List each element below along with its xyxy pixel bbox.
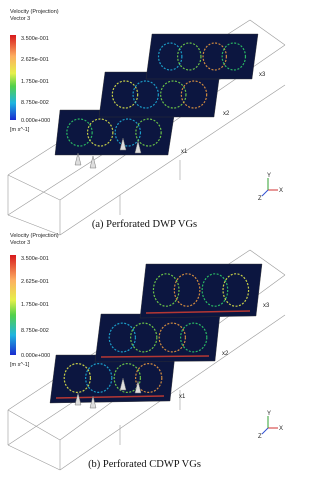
wireframe-edge <box>59 84 286 236</box>
vortex-generator <box>89 395 97 409</box>
vortex-pattern <box>85 363 113 394</box>
vortex-pattern <box>157 42 183 71</box>
wireframe-edge <box>249 19 286 46</box>
vortex-generator <box>74 152 82 166</box>
axis-label: Y <box>267 411 271 417</box>
wireframe-edge <box>7 444 61 471</box>
vortex-generator <box>134 380 142 394</box>
velocity-plane <box>94 313 221 363</box>
vortex-pattern <box>86 118 114 147</box>
vortex-pattern <box>111 80 139 109</box>
legend-title: Velocity (Projection) <box>10 233 59 239</box>
axis-label: Z <box>258 196 262 202</box>
plane-label: x2 <box>223 111 230 117</box>
vortex-pattern <box>152 273 180 307</box>
colorbar-tick-label: 8.750e-002 <box>21 328 49 334</box>
colorbar <box>10 35 16 120</box>
axis-label: X <box>279 188 283 194</box>
caption: (b) Perforated CDWP VGs <box>88 459 201 470</box>
vortex-generator <box>119 377 127 391</box>
vortex-pattern <box>177 42 202 71</box>
wireframe-edge <box>7 174 61 201</box>
vortex-generator <box>74 392 82 406</box>
wireframe-edge <box>249 249 286 276</box>
velocity-plane <box>145 33 259 80</box>
vortex-pattern <box>180 322 208 353</box>
vortex-pattern <box>180 80 208 109</box>
plane-label: x1 <box>181 149 188 155</box>
colorbar-tick-label: 8.750e-002 <box>21 100 49 106</box>
vortex-pattern <box>135 118 162 147</box>
vortex-pattern <box>222 273 250 307</box>
plane-label: x3 <box>263 303 270 309</box>
colorbar-unit: [m s^-1] <box>10 127 30 133</box>
axis-z <box>261 427 269 435</box>
caption: (a) Perforated DWP VGs <box>92 219 197 230</box>
vortex-pattern <box>173 273 201 307</box>
vortex-pattern <box>135 363 163 394</box>
vortex-pattern <box>132 80 159 109</box>
legend-subtitle: Vector 3 <box>10 240 30 246</box>
vortex-pattern <box>221 42 247 71</box>
colorbar-tick-label: 3.500e-001 <box>21 36 49 42</box>
colorbar-tick-label: 1.750e-001 <box>21 79 49 85</box>
vortex-pattern <box>63 363 91 394</box>
vortex-generator <box>89 155 97 169</box>
vortex-pattern <box>114 118 142 147</box>
high-velocity-band <box>145 310 251 314</box>
colorbar-tick-label: 0.000e+000 <box>21 353 50 359</box>
wireframe-edge <box>59 314 286 471</box>
vortex-pattern <box>113 363 141 394</box>
wireframe-edge <box>7 409 61 441</box>
plane-label: x3 <box>259 72 266 78</box>
colorbar-tick-label: 3.500e-001 <box>21 256 49 262</box>
colorbar-tick-label: 0.000e+000 <box>21 118 50 124</box>
high-velocity-band <box>100 355 210 358</box>
axis-z <box>261 189 269 197</box>
vortex-pattern <box>201 273 229 307</box>
axis-label: X <box>279 426 283 432</box>
vortex-pattern <box>66 118 93 147</box>
axis-label: Z <box>258 434 262 440</box>
vortex-pattern <box>202 42 227 71</box>
colorbar-unit: [m s^-1] <box>10 362 30 368</box>
colorbar-tick-label: 1.750e-001 <box>21 302 49 308</box>
legend-title: Velocity (Projection) <box>10 9 59 15</box>
vortex-pattern <box>158 322 186 353</box>
velocity-plane <box>139 263 263 319</box>
vortex-generator <box>134 140 142 154</box>
vortex-pattern <box>130 322 158 353</box>
plane-label: x1 <box>179 394 186 400</box>
wireframe-edge <box>7 214 61 236</box>
vortex-pattern <box>108 322 136 353</box>
legend-subtitle: Vector 3 <box>10 16 30 22</box>
colorbar-tick-label: 2.625e-001 <box>21 279 49 285</box>
high-velocity-band <box>55 395 165 399</box>
vortex-pattern <box>160 80 187 109</box>
colorbar-tick-label: 2.625e-001 <box>21 57 49 63</box>
colorbar <box>10 255 16 355</box>
axis-label: Y <box>267 173 271 179</box>
plane-label: x2 <box>222 351 229 357</box>
panel: x1 x2 x3 Velocity (Projection)Vector 3 3.500… <box>7 233 286 471</box>
vortex-generator <box>119 137 127 151</box>
